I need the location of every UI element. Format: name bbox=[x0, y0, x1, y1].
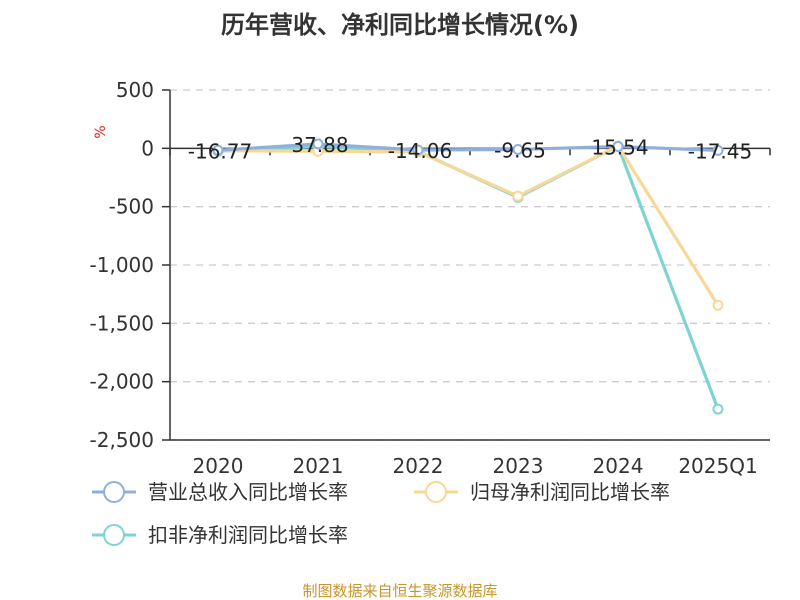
x-tick-label: 2021 bbox=[293, 454, 344, 478]
chart-title: 历年营收、净利同比增长情况(%) bbox=[221, 11, 579, 39]
data-point bbox=[612, 141, 624, 153]
data-label: 15.54 bbox=[591, 136, 648, 160]
data-label: 37.88 bbox=[291, 133, 348, 157]
data-label: -14.06 bbox=[388, 139, 452, 163]
data-point bbox=[712, 403, 724, 415]
data-label: -9.65 bbox=[494, 138, 546, 162]
data-point bbox=[712, 299, 724, 311]
series-line bbox=[217, 142, 719, 152]
data-label: -17.45 bbox=[688, 139, 752, 163]
data-point bbox=[312, 138, 324, 150]
y-tick-label: -500 bbox=[109, 195, 154, 219]
data-label: -16.77 bbox=[188, 139, 252, 163]
series-line bbox=[217, 144, 720, 307]
legend-label: 营业总收入同比增长率 bbox=[148, 480, 348, 504]
legend-marker bbox=[103, 524, 125, 546]
y-tick-label: -2,500 bbox=[90, 428, 154, 452]
data-point bbox=[212, 144, 224, 156]
y-tick-label: -2,000 bbox=[90, 370, 154, 394]
y-axis-unit: % bbox=[93, 125, 109, 138]
data-point bbox=[512, 190, 524, 202]
y-tick-label: 500 bbox=[116, 78, 154, 102]
source-note: 制图数据来自恒生聚源数据库 bbox=[302, 582, 497, 600]
legend-item: 营业总收入同比增长率 bbox=[92, 480, 348, 504]
x-tick-label: 2024 bbox=[593, 454, 644, 478]
x-tick-label: 2025Q1 bbox=[678, 454, 757, 478]
x-tick-label: 2022 bbox=[393, 454, 444, 478]
data-point bbox=[512, 143, 524, 155]
y-tick-label: -1,000 bbox=[90, 253, 154, 277]
legend-marker bbox=[425, 481, 447, 503]
legend-label: 扣非净利润同比增长率 bbox=[148, 523, 348, 547]
y-tick-label: -1,500 bbox=[90, 311, 154, 335]
data-point bbox=[712, 144, 724, 156]
y-tick-label: 0 bbox=[141, 136, 154, 160]
data-point bbox=[412, 144, 424, 156]
legend-marker bbox=[103, 481, 125, 503]
x-tick-label: 2023 bbox=[493, 454, 544, 478]
legend-label: 归母净利润同比增长率 bbox=[470, 480, 670, 504]
x-tick-label: 2020 bbox=[193, 454, 244, 478]
legend-item: 扣非净利润同比增长率 bbox=[92, 523, 348, 547]
legend-item: 归母净利润同比增长率 bbox=[414, 480, 670, 504]
